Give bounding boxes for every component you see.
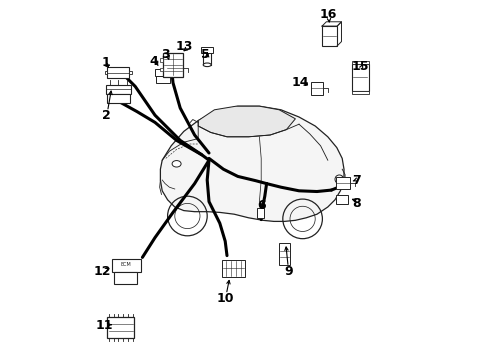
Text: 9: 9 <box>284 265 293 278</box>
Bar <box>106 85 131 94</box>
Bar <box>114 272 137 284</box>
Bar <box>337 194 348 204</box>
Text: 13: 13 <box>175 40 193 53</box>
Bar <box>156 76 170 83</box>
Bar <box>155 69 171 76</box>
Text: 10: 10 <box>217 292 234 305</box>
Bar <box>160 58 163 62</box>
Ellipse shape <box>172 161 181 167</box>
Bar <box>201 47 213 53</box>
Bar <box>167 63 183 74</box>
Text: ECM: ECM <box>121 262 132 266</box>
Bar <box>351 91 369 94</box>
Bar <box>104 71 107 74</box>
Text: 16: 16 <box>319 8 337 21</box>
Bar <box>129 71 132 74</box>
Bar <box>107 94 130 103</box>
Text: 14: 14 <box>292 76 310 89</box>
Bar <box>107 67 129 78</box>
Text: 2: 2 <box>102 109 111 122</box>
Text: 15: 15 <box>351 60 369 73</box>
Bar <box>311 82 323 94</box>
Bar <box>160 68 163 71</box>
Polygon shape <box>198 106 295 137</box>
Ellipse shape <box>203 63 211 67</box>
Bar <box>351 64 369 91</box>
Text: 1: 1 <box>102 57 111 69</box>
Bar <box>107 317 134 338</box>
Bar <box>336 177 350 189</box>
Bar <box>351 61 369 64</box>
Text: 4: 4 <box>150 55 159 68</box>
Text: 5: 5 <box>201 48 210 60</box>
Bar <box>203 50 211 65</box>
Text: 11: 11 <box>95 319 113 332</box>
Text: 3: 3 <box>162 48 170 60</box>
Bar <box>257 208 265 218</box>
Text: 6: 6 <box>257 199 266 212</box>
Text: 12: 12 <box>94 265 112 278</box>
Bar <box>163 53 183 77</box>
Bar <box>112 259 141 272</box>
Polygon shape <box>160 106 344 221</box>
Text: 8: 8 <box>352 197 361 210</box>
Bar <box>279 243 291 265</box>
Text: 7: 7 <box>352 174 361 186</box>
Ellipse shape <box>203 49 211 52</box>
Bar <box>322 26 337 46</box>
Bar <box>222 260 245 277</box>
